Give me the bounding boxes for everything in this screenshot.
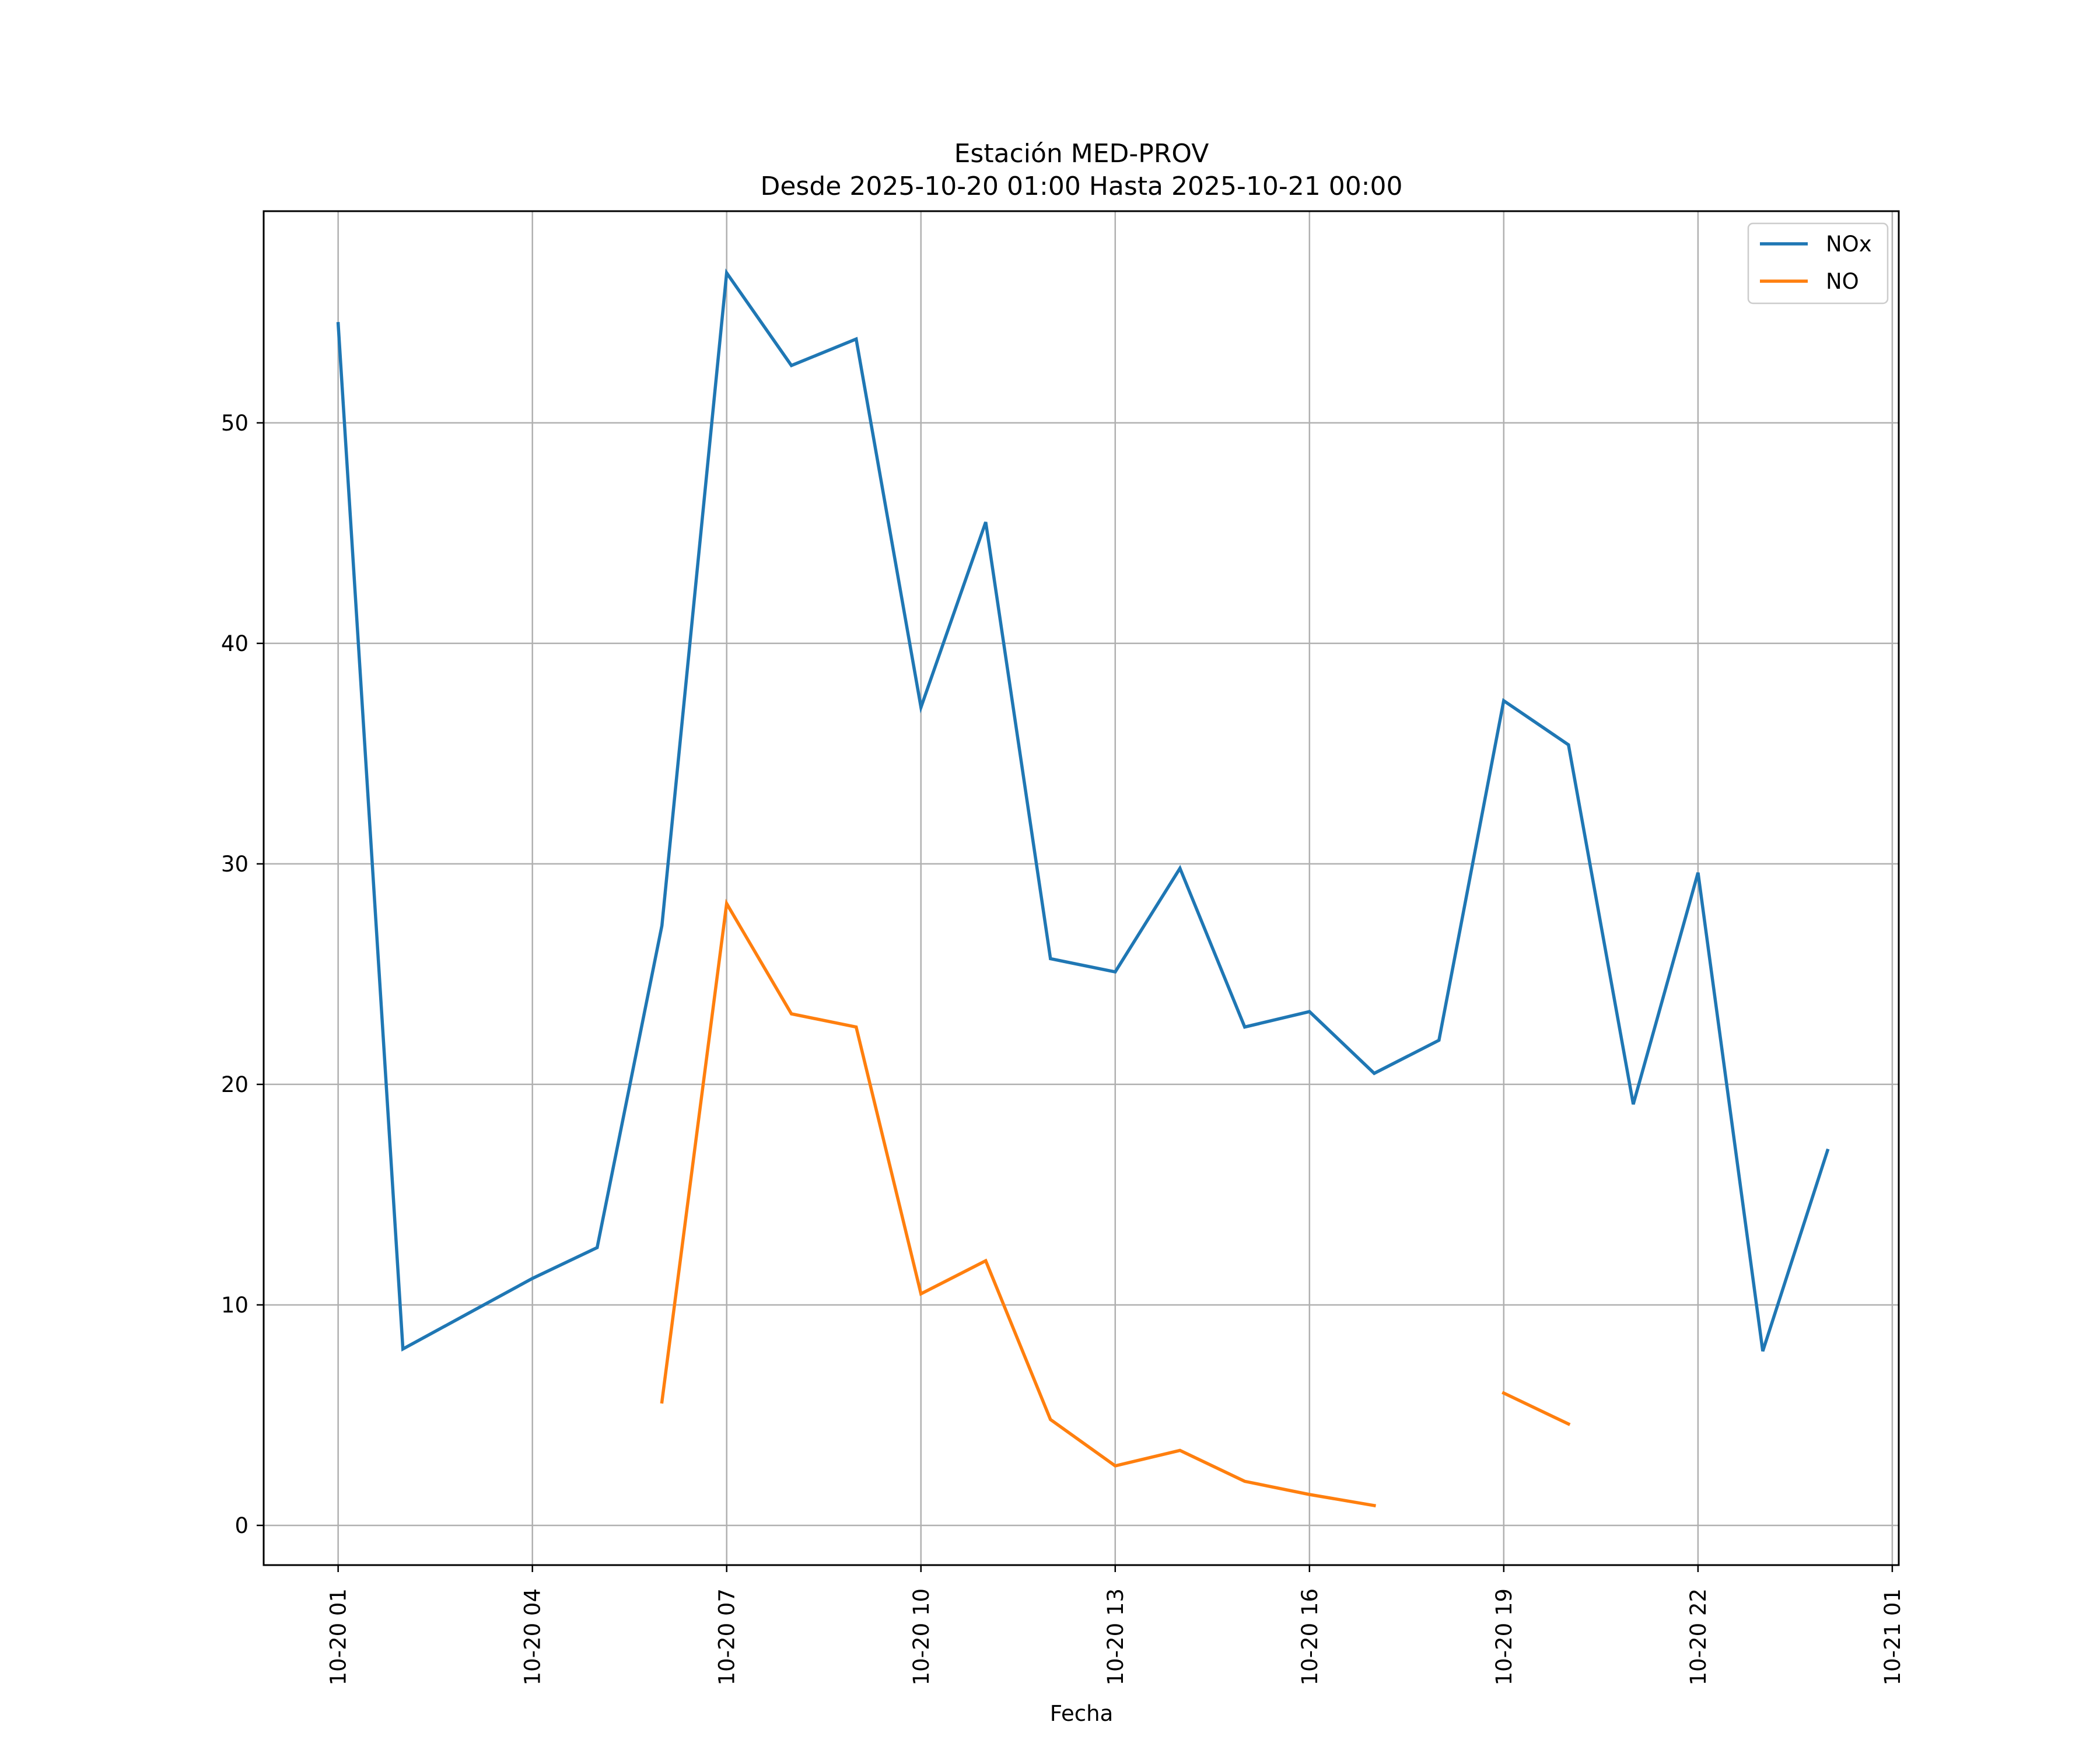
plot-frame — [262, 210, 1900, 1566]
x-tick-label: 10-21 01 — [1880, 1588, 1905, 1685]
chart-title: Estación MED-PROV — [954, 139, 1209, 169]
legend-label-no: NO — [1826, 269, 1859, 294]
x-tick-label: 10-20 07 — [715, 1588, 740, 1685]
series-line-nox — [336, 268, 1830, 1352]
y-tick-label: 50 — [221, 411, 249, 436]
chart-subtitle: Desde 2025-10-20 01:00 Hasta 2025-10-21 … — [760, 172, 1402, 201]
x-tick-label: 10-20 19 — [1492, 1588, 1517, 1685]
y-tick-label: 30 — [221, 852, 249, 877]
legend-label-nox: NOx — [1826, 232, 1872, 257]
grid-lines — [264, 211, 1899, 1565]
y-axis: 0 10 20 30 40 50 — [221, 411, 264, 1538]
x-axis: 10-20 01 10-20 04 10-20 07 10-20 10 10-20 13… — [326, 1565, 1905, 1685]
x-axis-label: Fecha — [1050, 1701, 1114, 1726]
x-tick-label: 10-20 22 — [1686, 1588, 1711, 1685]
x-tick-label: 10-20 10 — [909, 1588, 934, 1685]
y-tick-label: 10 — [221, 1293, 249, 1318]
x-tick-label: 10-20 04 — [520, 1588, 545, 1685]
series-line-no — [660, 898, 1571, 1508]
legend: NOx NO — [1747, 222, 1889, 304]
x-tick-label: 10-20 16 — [1297, 1588, 1322, 1685]
y-tick-label: 20 — [221, 1072, 249, 1097]
y-tick-label: 0 — [235, 1513, 249, 1538]
x-tick-label: 10-20 13 — [1103, 1588, 1128, 1685]
x-tick-label: 10-20 01 — [326, 1588, 351, 1685]
y-tick-label: 40 — [221, 631, 249, 656]
series-layer — [336, 268, 1830, 1508]
